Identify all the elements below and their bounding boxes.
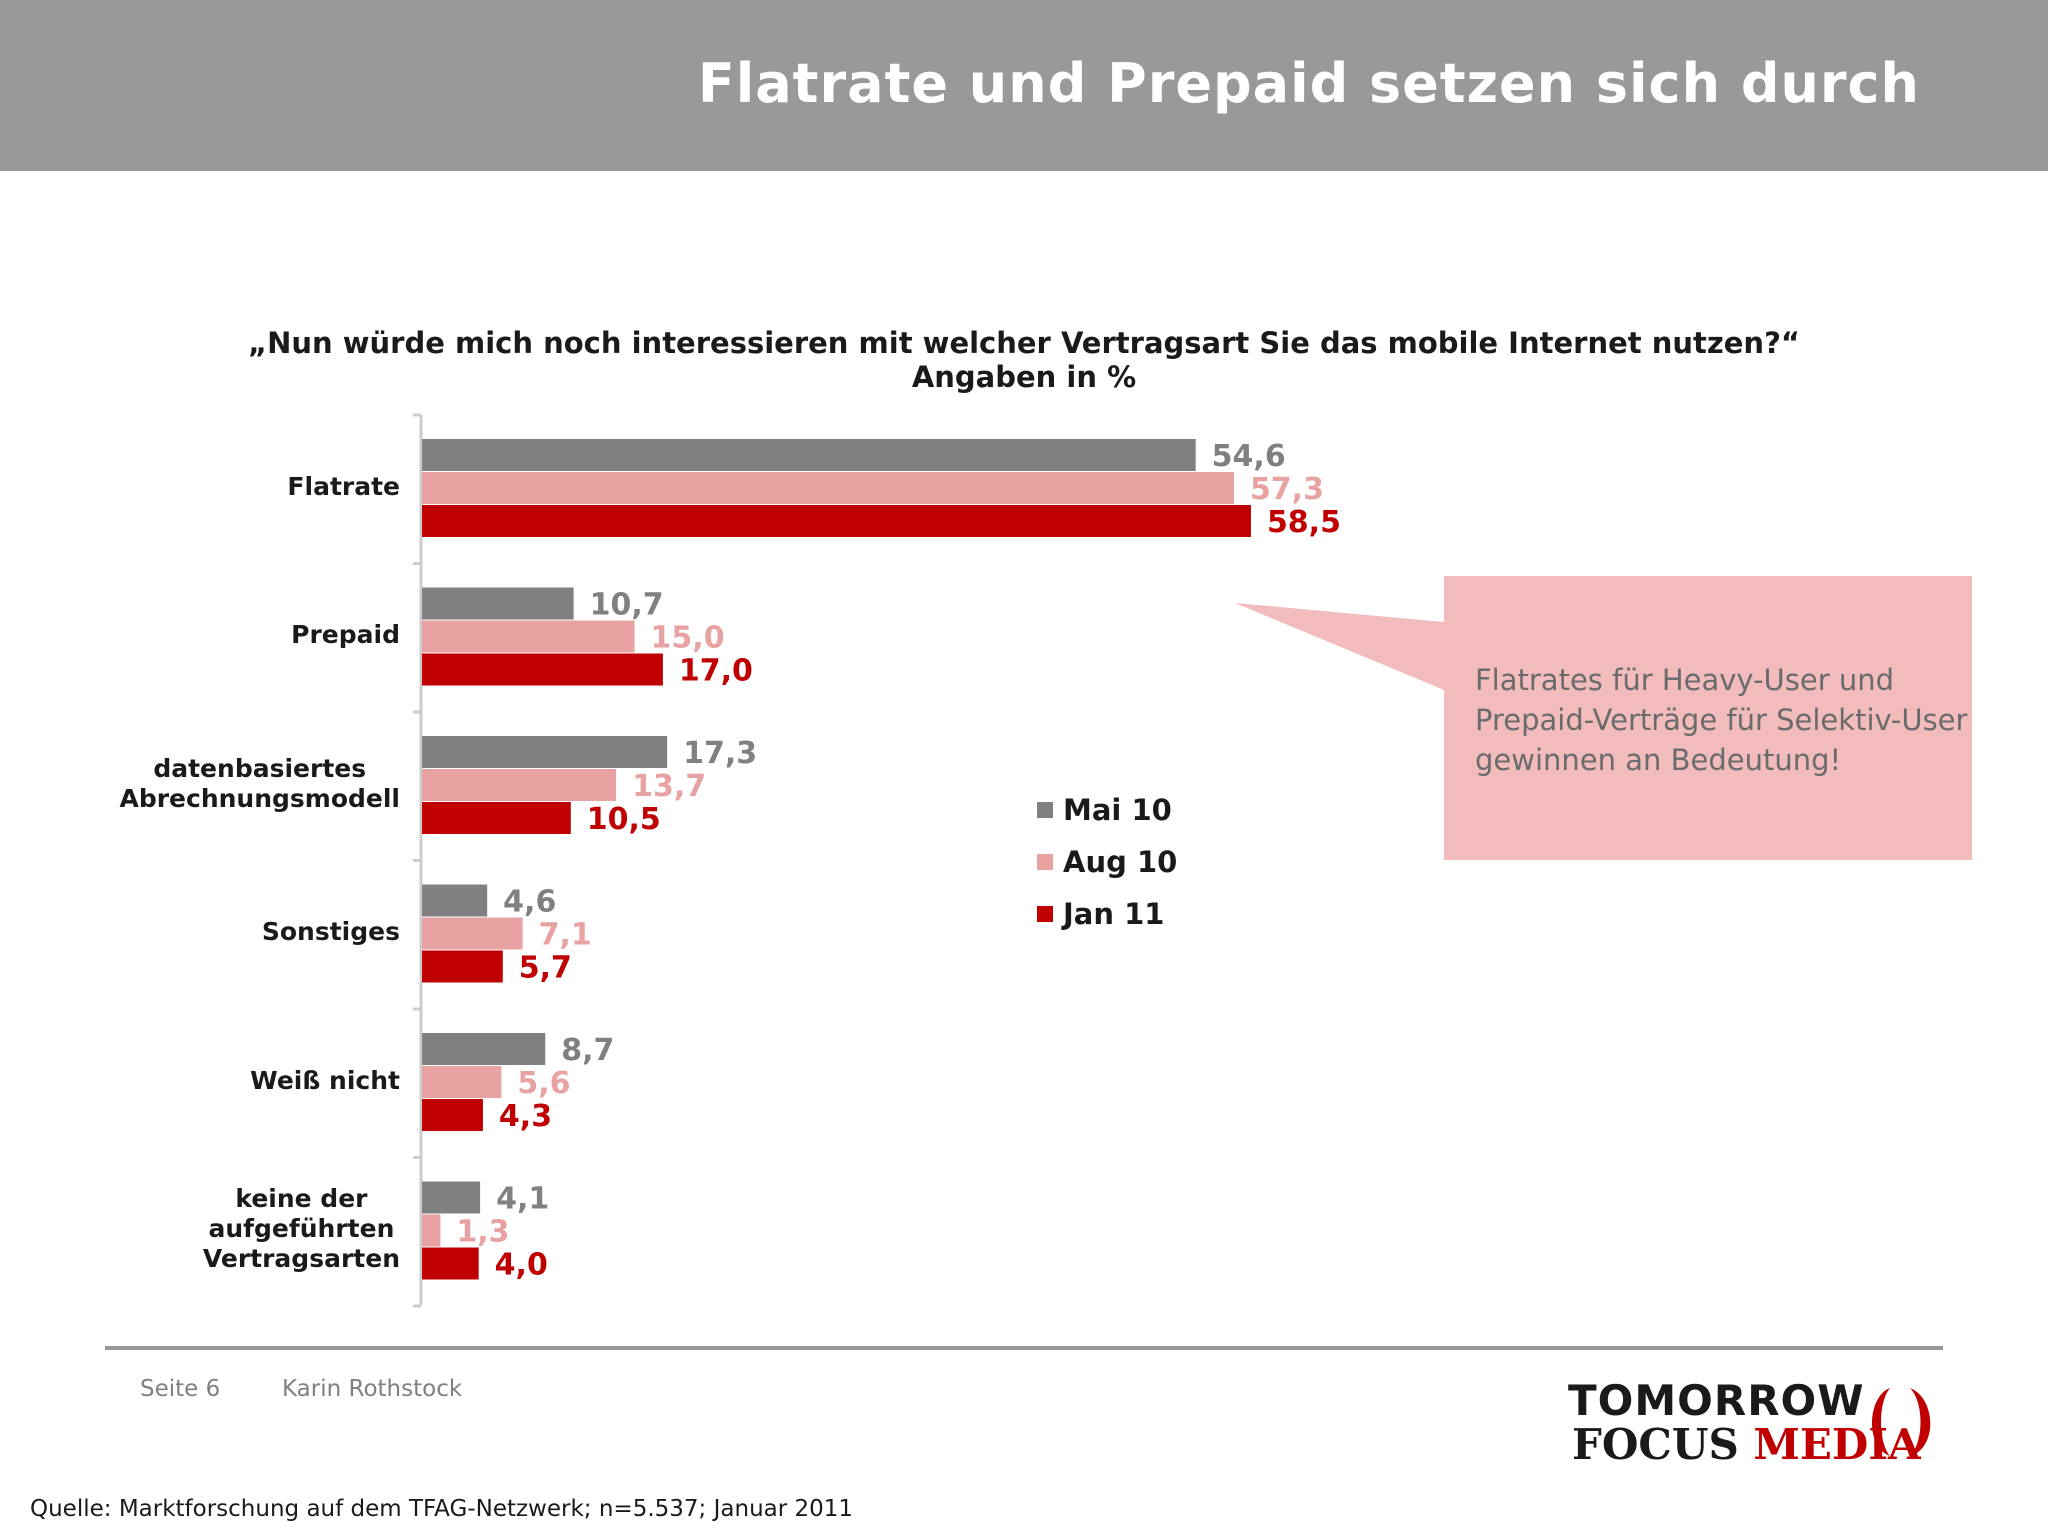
data-label-keine-der-aufgef-hrten-vertragsarten-mai-10: 4,1	[496, 1182, 549, 1217]
bar-prepaid-aug-10	[422, 620, 635, 653]
bar-datenbasiertes-abrechnungsmodell-aug-10	[422, 769, 617, 801]
bar-sonstiges-mai-10	[422, 884, 488, 917]
slide-title: Flatrate und Prepaid setzen sich durch	[697, 52, 1920, 115]
legend-label-jan11: Jan 11	[1063, 897, 1165, 931]
data-label-flatrate-jan-11: 58,5	[1267, 505, 1341, 540]
data-label-weiss-nicht-mai-10: 8,7	[561, 1033, 614, 1068]
chart-legend: Mai 10 Aug 10 Jan 11	[1037, 784, 1177, 940]
bar-keine-der-aufgef-hrten-vertragsarten-mai-10	[422, 1181, 481, 1214]
legend-swatch-mai10	[1037, 802, 1053, 818]
bar-weiss-nicht-aug-10	[422, 1066, 502, 1098]
data-label-flatrate-aug-10: 57,3	[1250, 472, 1324, 507]
legend-item-jan11: Jan 11	[1037, 888, 1177, 940]
chart-question: „Nun würde mich noch interessieren mit w…	[0, 326, 2048, 394]
logo-line-focus-media: FOCUS MEDIA	[1572, 1420, 1921, 1469]
category-label-flatrate: Flatrate	[287, 472, 400, 502]
logo-bracket-icon	[1871, 1388, 1931, 1456]
data-label-prepaid-mai-10: 10,7	[590, 588, 664, 623]
data-label-datenbasiertes-abrechnungsmodell-aug-10: 13,7	[632, 769, 706, 804]
category-label-line: Prepaid	[291, 620, 400, 649]
category-label-line: keine der	[235, 1184, 368, 1213]
data-label-prepaid-jan-11: 17,0	[679, 654, 753, 689]
data-label-sonstiges-mai-10: 4,6	[503, 885, 556, 920]
bar-datenbasiertes-abrechnungsmodell-jan-11	[422, 802, 571, 834]
category-label-line: Weiß nicht	[250, 1065, 400, 1095]
data-label-keine-der-aufgef-hrten-vertragsarten-aug-10: 1,3	[456, 1215, 509, 1250]
bar-keine-der-aufgef-hrten-vertragsarten-jan-11	[422, 1247, 479, 1280]
category-label-sonstiges: Sonstiges	[262, 917, 400, 947]
bar-flatrate-aug-10	[422, 472, 1234, 504]
bar-weiss-nicht-jan-11	[422, 1099, 483, 1131]
source-note: Quelle: Marktforschung auf dem TFAG-Netz…	[30, 1496, 854, 1522]
bar-prepaid-jan-11	[422, 653, 663, 686]
logo-word-focus: FOCUS	[1572, 1420, 1739, 1469]
category-label-line: Flatrate	[287, 471, 400, 501]
data-label-datenbasiertes-abrechnungsmodell-jan-11: 10,5	[587, 802, 661, 837]
data-label-flatrate-mai-10: 54,6	[1212, 439, 1286, 474]
data-label-keine-der-aufgef-hrten-vertragsarten-jan-11: 4,0	[495, 1248, 548, 1283]
category-label-datenbasiertes-abrechnungsmodell: datenbasiertes Abrechnungsmodell	[119, 754, 400, 814]
bar-chart: 54,657,358,5 10,715,017,0 17,313,710,5 4,67…	[413, 413, 1972, 1308]
logo-line-tomorrow: TOMORROW	[1568, 1376, 1865, 1425]
bar-keine-der-aufgef-hrten-vertragsarten-aug-10	[422, 1214, 441, 1247]
logo-word-media: MEDIA	[1753, 1420, 1921, 1469]
bar-flatrate-mai-10	[422, 439, 1196, 471]
bar-sonstiges-aug-10	[422, 917, 523, 950]
author-name: Karin Rothstock	[282, 1376, 463, 1402]
category-label-keine-der-aufgef-hrten-vertragsarten: keine der aufgeführten Vertragsarten	[203, 1184, 400, 1274]
chart-title: „Nun würde mich noch interessieren mit w…	[248, 326, 1800, 360]
category-label-weiss-nicht: Weiß nicht	[250, 1066, 400, 1096]
bar-weiss-nicht-mai-10	[422, 1033, 546, 1065]
callout-text: Flatrates für Heavy-User und Prepaid-Ver…	[1475, 663, 1968, 777]
chart-subtitle: Angaben in %	[911, 360, 1137, 394]
footer-divider	[105, 1346, 1943, 1350]
category-label-line: Sonstiges	[261, 917, 400, 946]
callout-box	[1444, 576, 1972, 860]
legend-swatch-aug10	[1037, 854, 1053, 870]
data-label-datenbasiertes-abrechnungsmodell-mai-10: 17,3	[683, 736, 757, 771]
bar-sonstiges-jan-11	[422, 950, 503, 983]
callout-pointer	[1235, 603, 1444, 690]
bar-flatrate-jan-11	[422, 505, 1251, 537]
category-label-line: Vertragsarten	[202, 1244, 400, 1273]
legend-item-aug10: Aug 10	[1037, 836, 1177, 888]
data-label-prepaid-aug-10: 15,0	[651, 621, 725, 656]
legend-label-aug10: Aug 10	[1063, 845, 1178, 879]
data-label-sonstiges-jan-11: 5,7	[519, 951, 572, 986]
data-label-weiss-nicht-jan-11: 4,3	[499, 1099, 552, 1134]
category-label-line: aufgeführten	[208, 1214, 395, 1243]
category-label-prepaid: Prepaid	[291, 620, 400, 650]
legend-item-mai10: Mai 10	[1037, 784, 1177, 836]
category-label-line: Abrechnungsmodell	[119, 783, 400, 813]
bar-datenbasiertes-abrechnungsmodell-mai-10	[422, 736, 668, 768]
data-label-weiss-nicht-aug-10: 5,6	[517, 1066, 570, 1101]
bar-prepaid-mai-10	[422, 587, 574, 620]
legend-label-mai10: Mai 10	[1063, 793, 1172, 827]
company-logo: TOMORROW FOCUS MEDIA	[1568, 1376, 1948, 1469]
data-label-sonstiges-aug-10: 7,1	[539, 918, 592, 953]
page-number: Seite 6	[140, 1376, 221, 1402]
legend-swatch-jan11	[1037, 906, 1053, 922]
title-bar: Flatrate und Prepaid setzen sich durch	[0, 0, 2048, 171]
category-label-line: datenbasiertes	[153, 753, 367, 783]
